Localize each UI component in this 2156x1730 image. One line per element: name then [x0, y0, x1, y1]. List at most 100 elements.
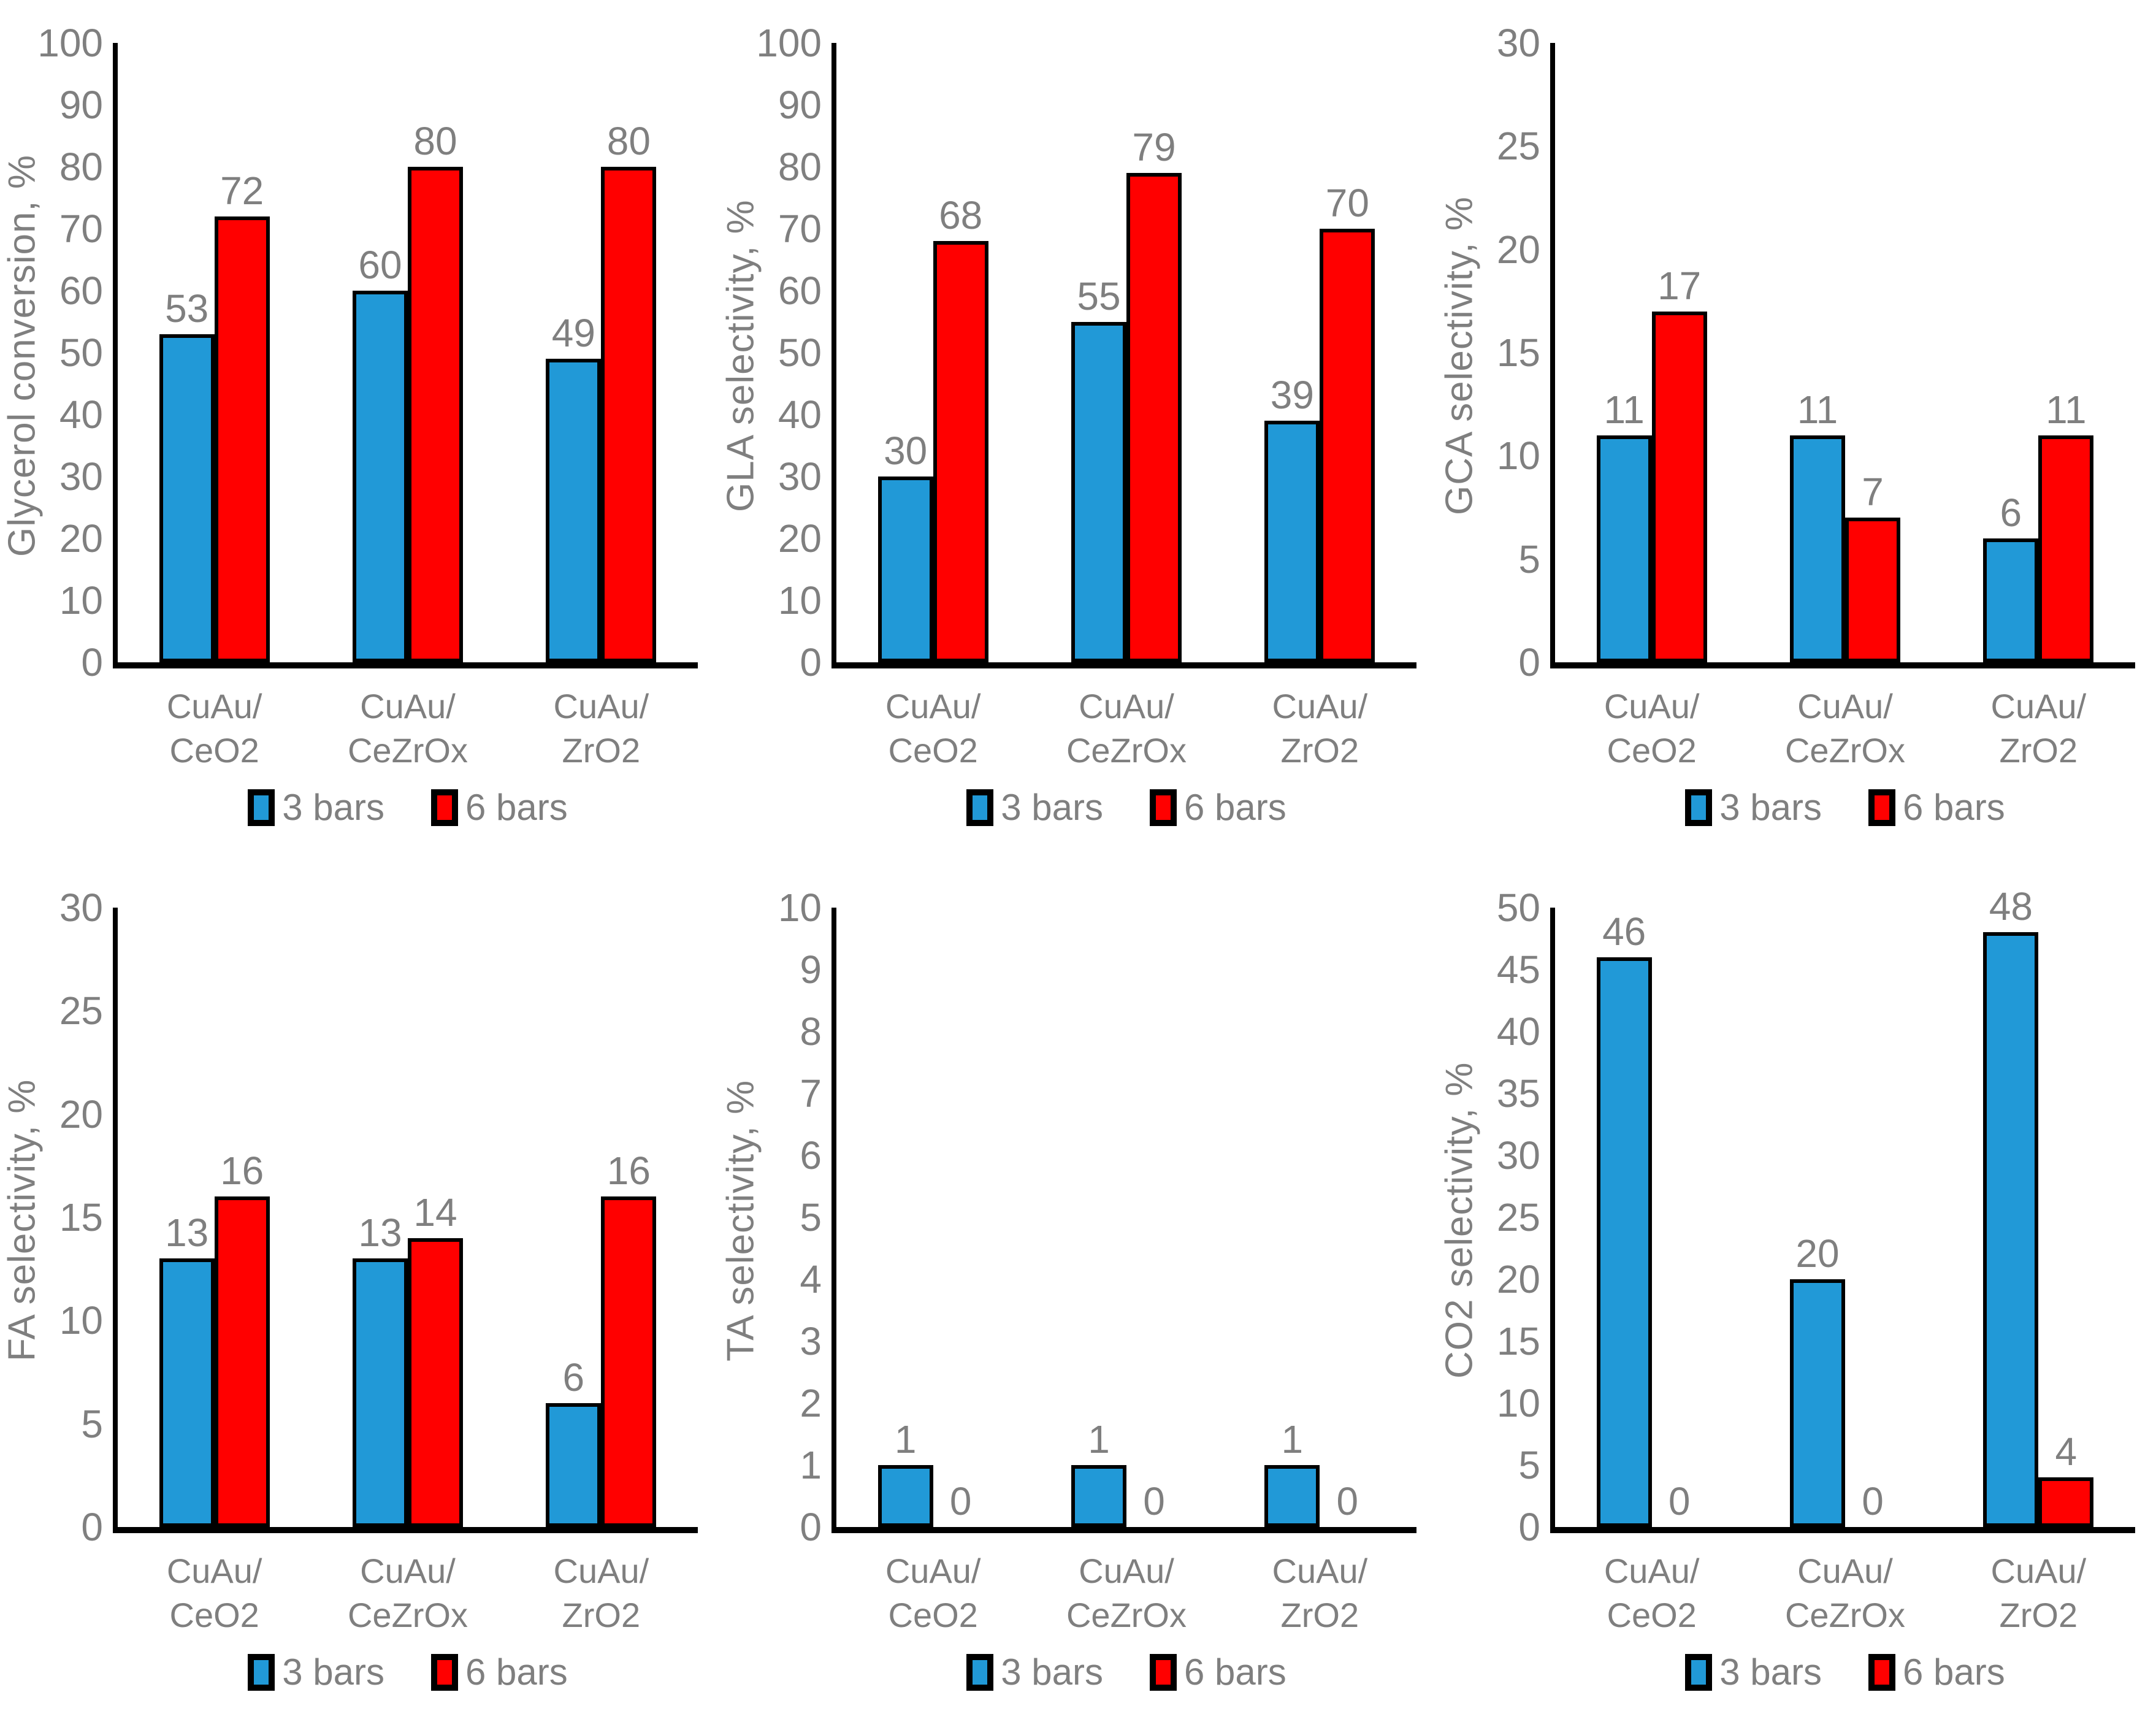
bar-value-label: 49 — [551, 311, 595, 356]
y-axis-tick-labels: 50 45 40 35 30 25 20 15 10 5 0 — [1481, 888, 1550, 1547]
bar-value-label: 80 — [606, 119, 651, 163]
category-label: CuAu/ZrO2 — [505, 1549, 698, 1637]
bar-slot: 72 — [214, 43, 270, 662]
category-label: CuAu/ZrO2 — [505, 684, 698, 773]
bar-slot: 53 — [159, 43, 215, 662]
y-tick-label: 20 — [59, 1092, 103, 1136]
bar-3-bars — [877, 477, 933, 662]
category-label-line1: CuAu/ — [1079, 687, 1174, 725]
bar-value-label: 11 — [2046, 387, 2087, 432]
legend-label: 6 bars — [1903, 787, 2005, 828]
bar-6-bars — [407, 167, 463, 662]
y-tick-label: 10 — [778, 886, 822, 930]
bar-slot: 16 — [601, 908, 657, 1527]
bar-slot: 11 — [1596, 43, 1652, 662]
legend: 3 bars 6 bars — [118, 786, 698, 829]
category-label: CuAu/ZrO2 — [1942, 1549, 2135, 1637]
bar-group: 11 17 — [1555, 43, 1748, 662]
y-tick-label: 5 — [1518, 537, 1540, 581]
bar-3-bars — [1264, 421, 1320, 662]
legend-label: 3 bars — [1001, 1652, 1103, 1693]
y-tick-label: 5 — [81, 1401, 103, 1446]
category-label-line1: CuAu/ — [1797, 1552, 1893, 1590]
legend-swatch-icon — [1685, 1653, 1713, 1691]
y-axis-tick-labels: 10 9 8 7 6 5 4 3 2 1 0 — [763, 888, 831, 1547]
plot-row: GLA selectivity, % 100 90 80 70 60 50 40 30 20 10 0… — [719, 23, 1416, 682]
y-tick-label: 15 — [59, 1195, 103, 1239]
bar-group: 53 72 — [118, 43, 311, 662]
category-label: CuAu/CeO2 — [1555, 684, 1748, 773]
bar-slot: 0 — [1126, 908, 1182, 1527]
y-axis-tick-labels: 30 25 20 15 10 5 0 — [44, 888, 113, 1547]
legend-item: 3 bars — [248, 1651, 384, 1693]
y-tick-label: 80 — [59, 145, 103, 189]
legend-item: 6 bars — [1150, 786, 1286, 829]
bar-value-label: 16 — [220, 1149, 264, 1193]
bar-value-label: 13 — [358, 1211, 402, 1255]
legend-swatch-icon — [248, 789, 275, 826]
legend-item: 3 bars — [1685, 786, 1822, 829]
y-tick-label: 80 — [778, 145, 822, 189]
y-tick-label: 20 — [1496, 227, 1540, 272]
plot-area: 11 17 11 7 6 11 — [1550, 43, 2135, 668]
category-label-line1: CuAu/ — [885, 1552, 981, 1590]
bar-6-bars — [2038, 1477, 2094, 1527]
legend-swatch-icon — [966, 1653, 994, 1691]
y-axis-tick-labels: 100 90 80 70 60 50 40 30 20 10 0 — [37, 23, 113, 682]
plot-row: FA selectivity, % 30 25 20 15 10 5 0 13 16 13 14 6 16 — [0, 888, 698, 1547]
y-tick-label: 10 — [59, 578, 103, 622]
y-tick-label: 0 — [1518, 1505, 1540, 1549]
legend-label: 3 bars — [1001, 787, 1103, 828]
legend: 3 bars 6 bars — [1555, 786, 2135, 829]
bar-3-bars — [1789, 1279, 1845, 1527]
bar-3-bars — [159, 1258, 215, 1527]
bar-3-bars — [352, 1258, 408, 1527]
y-tick-label: 90 — [59, 83, 103, 127]
legend-label: 6 bars — [1184, 1652, 1286, 1693]
bar-value-label: 46 — [1602, 909, 1646, 954]
bar-value-label: 80 — [413, 119, 457, 163]
category-label-line2: CeZrOx — [347, 731, 468, 770]
category-label-line1: CuAu/ — [1079, 1552, 1174, 1590]
y-tick-label: 0 — [800, 1505, 822, 1549]
legend-item: 3 bars — [1685, 1651, 1822, 1693]
bar-value-label: 39 — [1270, 373, 1314, 418]
bar-3-bars — [546, 1403, 602, 1527]
bar-group: 60 80 — [311, 43, 504, 662]
legend: 3 bars 6 bars — [1555, 1651, 2135, 1693]
bar-slot: 11 — [1789, 43, 1845, 662]
y-tick-label: 20 — [1496, 1257, 1540, 1301]
chart-panel-4: TA selectivity, % 10 9 8 7 6 5 4 3 2 1 0 1 0 1 0 1 0 CuAu/… — [719, 865, 1437, 1729]
category-label-line2: CeO2 — [888, 731, 978, 770]
bar-value-label: 13 — [165, 1211, 209, 1255]
legend-swatch-icon — [1868, 1653, 1895, 1691]
bar-6-bars — [601, 1196, 657, 1527]
legend-item: 6 bars — [431, 1651, 568, 1693]
bar-value-label: 0 — [1336, 1479, 1359, 1523]
y-tick-label: 100 — [756, 21, 822, 65]
y-tick-label: 100 — [37, 21, 103, 65]
y-tick-label: 0 — [81, 1505, 103, 1549]
legend-item: 3 bars — [966, 1651, 1103, 1693]
category-label-line1: CuAu/ — [166, 1552, 262, 1590]
y-tick-label: 50 — [778, 331, 822, 375]
bar-3-bars — [1071, 321, 1126, 662]
bar-slot: 60 — [352, 43, 408, 662]
category-label: CuAu/CeO2 — [1555, 1549, 1748, 1637]
category-label-line1: CuAu/ — [360, 687, 456, 725]
plot-row: TA selectivity, % 10 9 8 7 6 5 4 3 2 1 0 1 0 1 0 1 0 — [719, 888, 1416, 1547]
plot-row: GCA selectivity, % 30 25 20 15 10 5 0 11 17 11 7 6 11 — [1437, 23, 2135, 682]
bar-slot: 4 — [2038, 908, 2094, 1527]
bar-value-label: 16 — [606, 1149, 651, 1193]
legend-label: 3 bars — [1719, 787, 1822, 828]
category-label: CuAu/ZrO2 — [1223, 1549, 1416, 1637]
bar-group: 6 11 — [1942, 43, 2135, 662]
category-label: CuAu/CeO2 — [836, 1549, 1030, 1637]
bar-value-label: 17 — [1657, 263, 1702, 308]
bar-6-bars — [214, 216, 270, 662]
bar-slot: 55 — [1071, 43, 1126, 662]
legend-swatch-icon — [1685, 789, 1713, 826]
y-tick-label: 0 — [800, 640, 822, 684]
